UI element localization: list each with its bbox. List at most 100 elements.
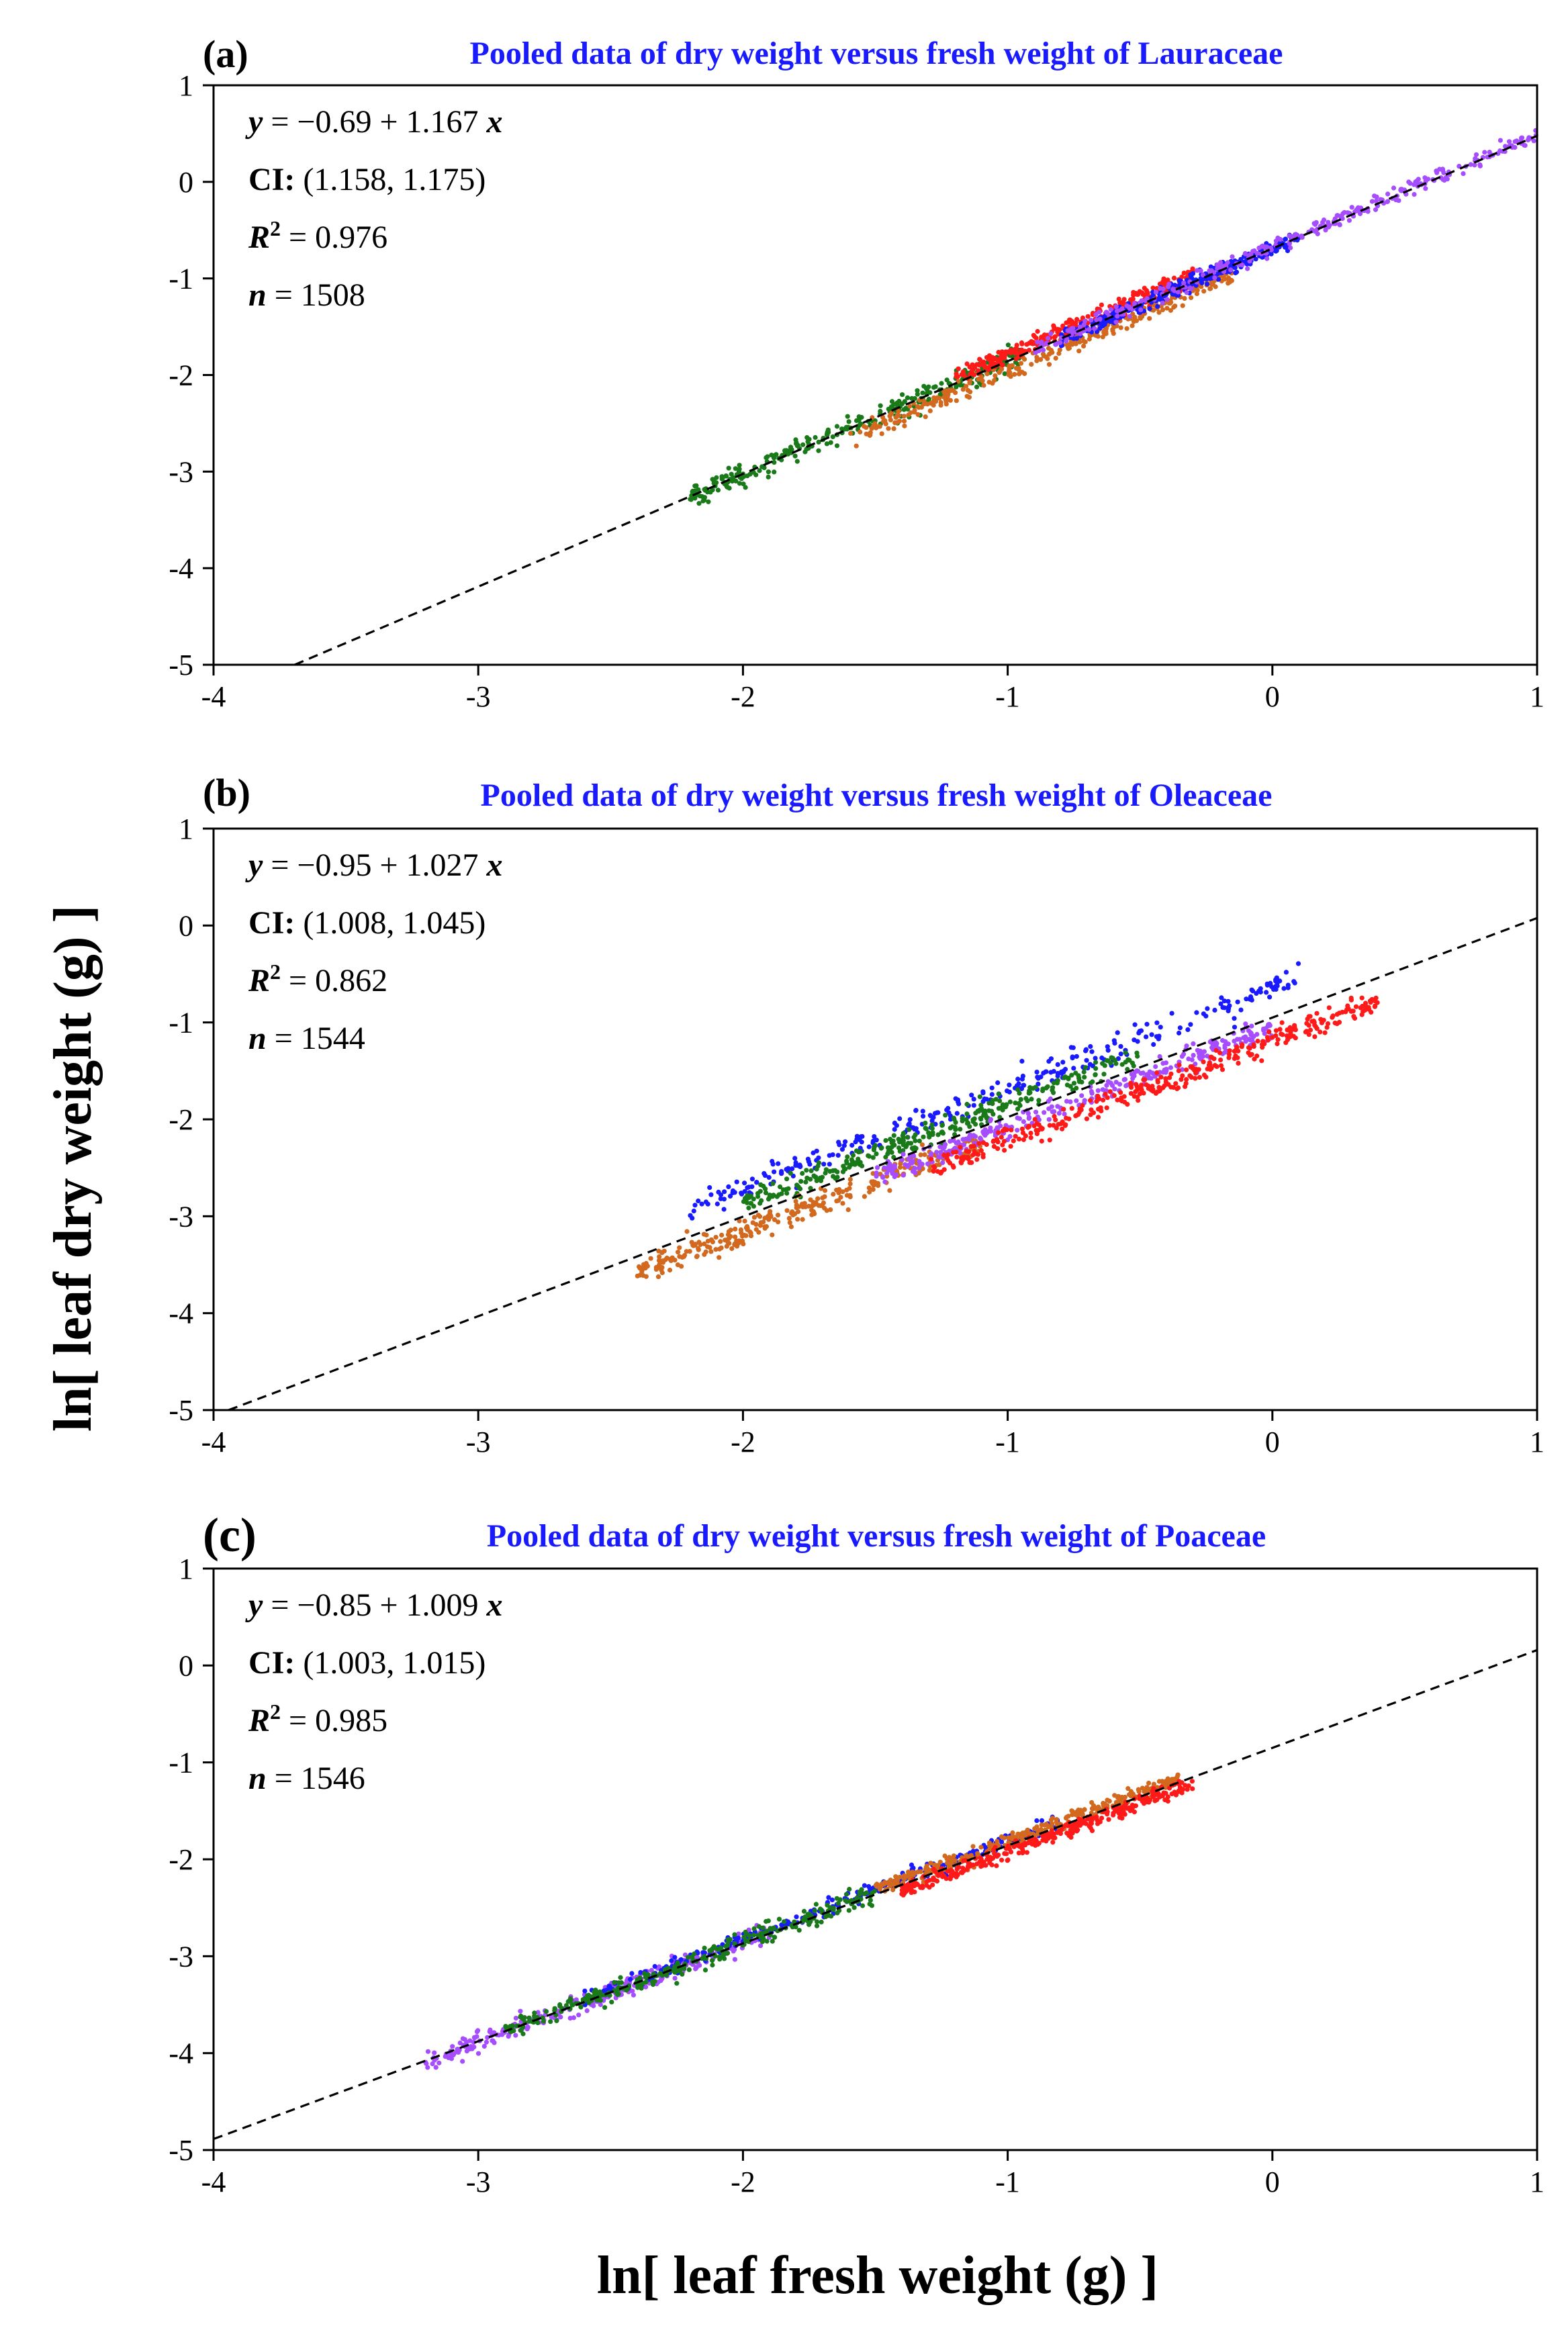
data-point bbox=[789, 1211, 794, 1216]
data-point bbox=[980, 1090, 986, 1096]
data-point bbox=[1097, 316, 1103, 322]
data-point bbox=[1477, 162, 1483, 167]
data-point bbox=[443, 2054, 448, 2059]
data-point bbox=[958, 1127, 963, 1132]
data-point bbox=[954, 1874, 959, 1879]
data-point bbox=[1118, 1043, 1123, 1049]
data-point bbox=[847, 1887, 852, 1892]
data-point bbox=[868, 1898, 873, 1903]
data-point bbox=[687, 1249, 692, 1254]
data-point bbox=[976, 368, 981, 373]
data-point bbox=[1209, 269, 1215, 275]
data-point bbox=[1132, 1073, 1137, 1078]
data-point bbox=[1053, 1117, 1058, 1123]
data-point bbox=[866, 1154, 872, 1159]
data-point bbox=[894, 420, 900, 425]
data-point bbox=[1226, 1008, 1231, 1014]
data-point bbox=[996, 1091, 1001, 1097]
data-point bbox=[1373, 207, 1379, 212]
data-point bbox=[1194, 1010, 1199, 1015]
data-point bbox=[1260, 1039, 1266, 1044]
data-point bbox=[664, 1255, 670, 1261]
data-point bbox=[483, 2039, 490, 2045]
stat-eq-body: = −0.69 + 1.167 bbox=[263, 104, 486, 140]
data-point bbox=[702, 1241, 707, 1247]
data-point bbox=[833, 1168, 838, 1173]
data-point bbox=[680, 1254, 685, 1260]
data-point bbox=[1064, 1082, 1070, 1088]
data-point bbox=[1008, 347, 1014, 353]
data-point bbox=[1112, 1086, 1117, 1092]
data-point bbox=[1183, 1080, 1189, 1086]
data-point bbox=[1064, 1814, 1070, 1820]
data-point bbox=[882, 1879, 887, 1885]
data-point bbox=[1243, 1034, 1248, 1039]
data-point bbox=[1019, 1058, 1025, 1064]
data-point bbox=[1034, 355, 1040, 360]
data-point bbox=[656, 1258, 662, 1263]
data-point bbox=[1482, 150, 1487, 155]
data-point bbox=[694, 1955, 700, 1960]
data-point bbox=[1076, 1808, 1081, 1813]
stat-ci-label: CI: bbox=[248, 905, 295, 941]
data-point bbox=[1110, 328, 1115, 334]
data-point bbox=[1089, 1818, 1095, 1823]
data-point bbox=[1068, 1045, 1074, 1050]
panel-label: (b) bbox=[203, 771, 250, 814]
data-point bbox=[672, 1955, 678, 1960]
data-point bbox=[1071, 1066, 1076, 1071]
data-point bbox=[1128, 1789, 1134, 1794]
data-point bbox=[708, 1249, 714, 1254]
stat-line: CI: (1.158, 1.175) bbox=[248, 162, 486, 197]
data-point bbox=[1120, 299, 1125, 305]
data-point bbox=[729, 1246, 735, 1252]
data-point bbox=[1004, 1102, 1009, 1107]
data-point bbox=[520, 2016, 526, 2022]
data-point bbox=[766, 474, 771, 480]
data-point bbox=[1074, 1086, 1079, 1091]
data-point bbox=[674, 1981, 680, 1986]
data-point bbox=[1278, 236, 1283, 242]
panel-2: -4 -3 -2 -1 0 1-5-4-3-2-101(b) Pooled data of … bbox=[169, 771, 1544, 1458]
panel-title: Pooled data of dry weight versus fresh w… bbox=[481, 778, 1273, 813]
data-point bbox=[796, 1209, 801, 1215]
data-point bbox=[964, 1121, 970, 1126]
stat-line: CI: (1.008, 1.045) bbox=[248, 905, 486, 941]
data-point bbox=[1304, 1021, 1309, 1026]
data-point bbox=[1274, 975, 1279, 980]
data-point bbox=[1262, 1031, 1267, 1036]
data-point bbox=[659, 1270, 665, 1276]
data-point bbox=[1255, 1038, 1260, 1044]
data-point bbox=[843, 1139, 848, 1144]
data-point bbox=[1236, 1048, 1241, 1054]
data-point bbox=[850, 1152, 856, 1158]
data-point bbox=[1019, 1076, 1025, 1082]
data-point bbox=[1200, 1054, 1205, 1060]
data-point bbox=[843, 1892, 849, 1897]
data-point bbox=[1275, 1037, 1281, 1042]
data-point bbox=[689, 1955, 695, 1960]
data-point bbox=[475, 2028, 481, 2033]
data-point bbox=[993, 373, 998, 379]
data-point bbox=[1017, 1103, 1023, 1108]
data-point bbox=[966, 1149, 972, 1154]
data-point bbox=[1268, 245, 1273, 250]
data-point bbox=[737, 467, 742, 472]
y-tick-label: -5 bbox=[169, 649, 193, 682]
data-point bbox=[1008, 1849, 1014, 1855]
data-point bbox=[1104, 1058, 1109, 1063]
data-point bbox=[657, 1254, 662, 1260]
data-point bbox=[591, 2003, 596, 2008]
y-tick-label: -3 bbox=[169, 1940, 193, 1973]
data-point bbox=[1171, 275, 1177, 281]
data-point bbox=[901, 407, 907, 412]
data-point bbox=[1113, 304, 1119, 310]
data-point bbox=[1305, 1017, 1310, 1022]
data-point bbox=[1326, 220, 1331, 225]
data-point bbox=[1034, 1070, 1040, 1075]
data-point bbox=[1103, 1091, 1108, 1097]
data-point bbox=[1268, 980, 1273, 986]
data-point bbox=[1270, 1035, 1275, 1040]
data-point bbox=[934, 1110, 939, 1115]
data-point bbox=[1083, 1048, 1089, 1054]
